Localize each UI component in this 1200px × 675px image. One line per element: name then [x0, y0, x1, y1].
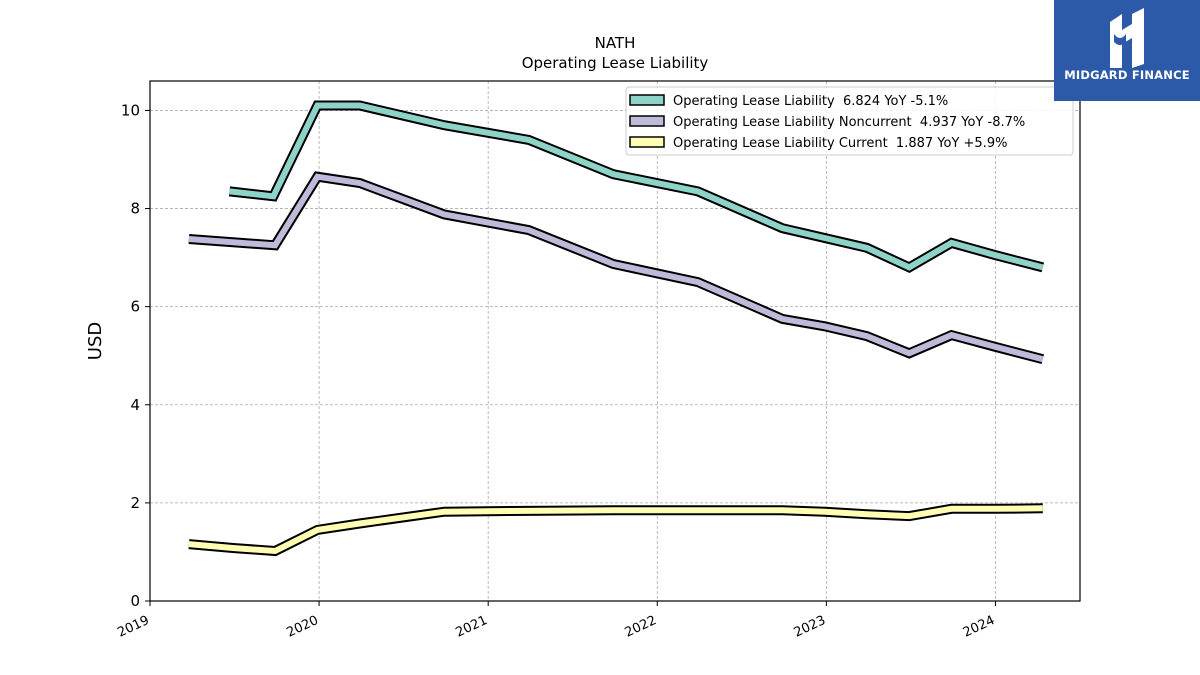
logo-text: MIDGARD FINANCE — [1064, 68, 1190, 82]
chart-subtitle: Operating Lease Liability — [522, 54, 709, 72]
series-line-operating-lease-liability-noncurrent — [188, 173, 1044, 363]
y-axis: 0 2 4 6 8 10 — [121, 101, 150, 610]
x-tick-label: 2020 — [284, 613, 320, 641]
legend-swatch — [629, 136, 665, 148]
y-tick-label: 0 — [130, 592, 140, 610]
y-tick-label: 10 — [121, 101, 140, 119]
legend-swatch — [629, 94, 665, 106]
legend-label: Operating Lease Liability Noncurrent 4.9… — [673, 115, 1025, 130]
y-tick-label: 8 — [130, 200, 140, 218]
legend: Operating Lease Liability 6.824 YoY -5.1… — [625, 86, 1074, 156]
y-tick-label: 6 — [130, 298, 140, 316]
legend-box — [625, 86, 1074, 156]
series-line-operating-lease-liability — [229, 102, 1044, 271]
legend-label: Operating Lease Liability 6.824 YoY -5.1… — [673, 94, 948, 109]
legend-label: Operating Lease Liability Current 1.887 … — [673, 136, 1007, 151]
midgard-logo-icon — [1110, 8, 1144, 68]
y-axis-label: USD — [85, 322, 106, 360]
legend-swatch — [629, 115, 665, 127]
x-tick-label: 2021 — [454, 613, 490, 641]
series-group — [188, 100, 1045, 557]
x-axis: 2019 2020 2021 2022 2023 2024 — [115, 601, 997, 641]
x-tick-label: 2024 — [961, 613, 997, 641]
y-tick-label: 2 — [130, 494, 140, 512]
x-tick-label: 2023 — [792, 613, 828, 641]
y-tick-label: 4 — [130, 396, 140, 414]
midgard-finance-logo: MIDGARD FINANCE — [1054, 0, 1200, 101]
plot-area-frame — [149, 80, 1081, 602]
chart-title: NATH — [595, 34, 636, 52]
series-line-operating-lease-liability-current — [188, 505, 1043, 555]
x-tick-label: 2022 — [623, 613, 659, 641]
x-tick-label: 2019 — [115, 613, 151, 641]
